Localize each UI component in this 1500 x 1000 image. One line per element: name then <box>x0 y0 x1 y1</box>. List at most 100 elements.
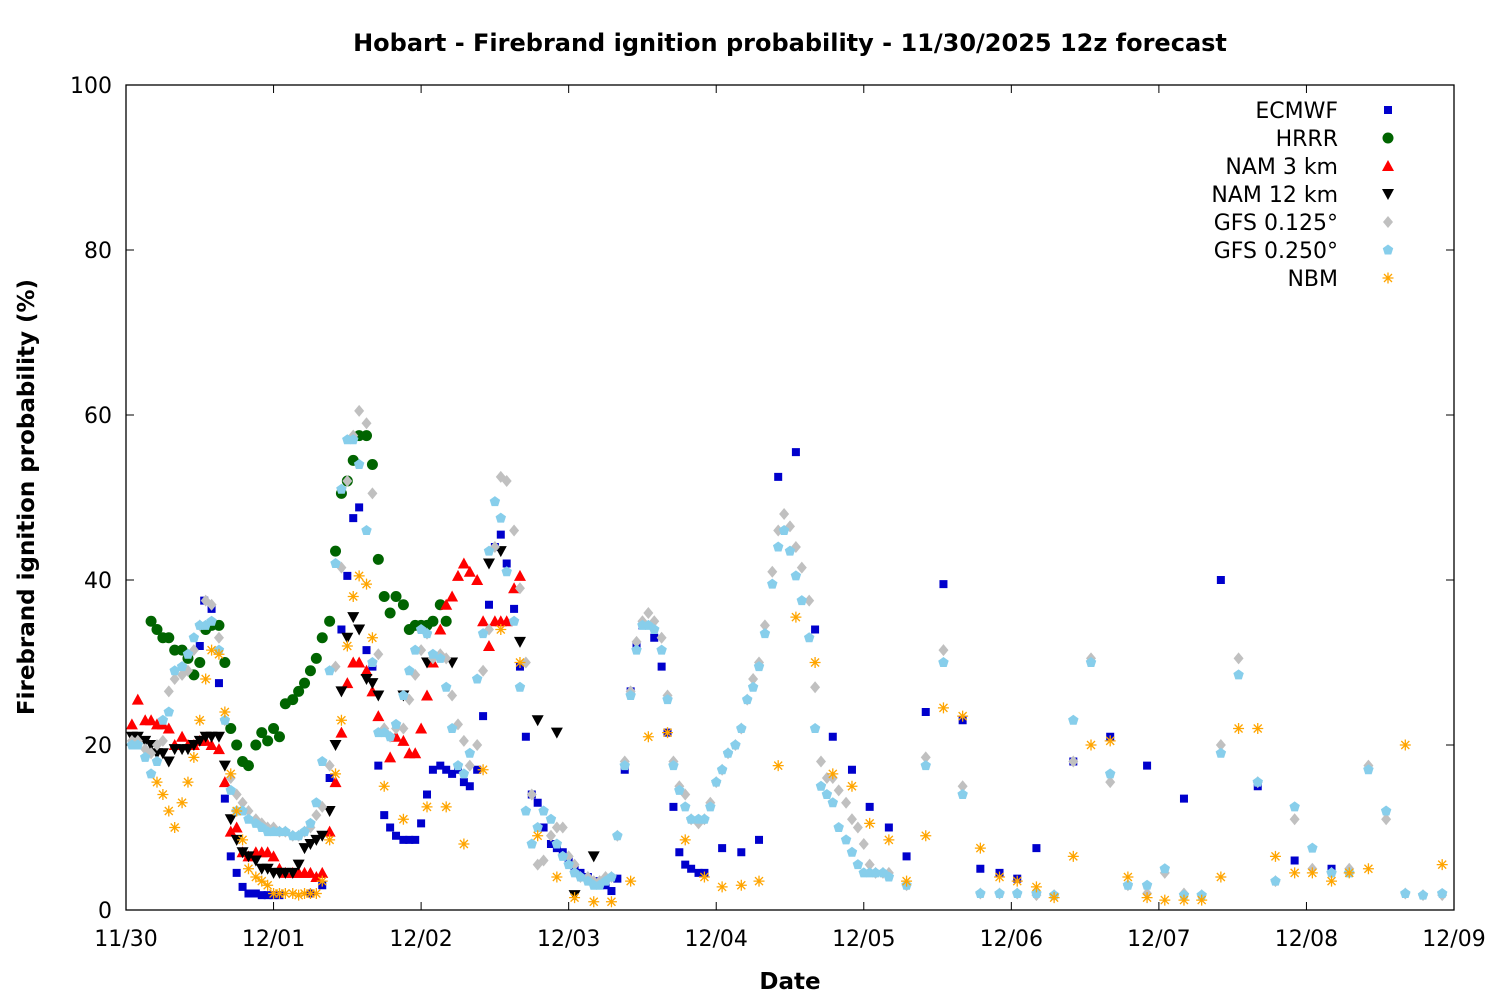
point-nam-12-km <box>292 859 305 871</box>
point-gfs-0-125 <box>472 739 483 751</box>
point-gfs-0-250 <box>957 789 968 799</box>
point-gfs-0-250 <box>324 665 335 676</box>
point-gfs-0-250 <box>1122 879 1134 890</box>
point-gfs-0-125 <box>354 404 365 417</box>
point-gfs-0-250 <box>404 665 415 676</box>
point-ecmwf <box>521 732 530 741</box>
point-nam-3-km <box>500 615 513 627</box>
point-gfs-0-250 <box>975 888 986 898</box>
point-gfs-0-250 <box>994 888 1005 898</box>
x-tick-label: 12/07 <box>1127 927 1190 952</box>
point-gfs-0-125 <box>324 759 335 772</box>
point-nam-3-km <box>323 825 336 837</box>
legend-marker-nbm <box>1382 272 1394 284</box>
legend-marker-nam-3-km <box>1382 160 1394 171</box>
point-nam-12-km <box>316 830 329 842</box>
point-gfs-0-250 <box>514 681 526 692</box>
point-nbm <box>1030 881 1042 893</box>
point-ecmwf <box>263 891 272 900</box>
point-hrrr <box>310 652 322 664</box>
point-gfs-0-250 <box>625 690 636 700</box>
point-ecmwf <box>607 887 616 896</box>
point-ecmwf <box>325 774 334 782</box>
point-nbm <box>1067 850 1079 862</box>
point-nam-12-km <box>224 814 237 826</box>
point-gfs-0-250 <box>182 648 194 659</box>
point-gfs-0-125 <box>206 598 217 611</box>
point-nbm <box>662 727 674 739</box>
point-gfs-0-250 <box>353 459 365 469</box>
point-nam-12-km <box>310 834 323 846</box>
point-hrrr <box>213 619 225 631</box>
point-nam-3-km <box>360 664 373 676</box>
point-nam-3-km <box>145 714 158 726</box>
point-nbm <box>679 834 691 846</box>
point-gfs-0-125 <box>157 734 168 747</box>
point-nam-3-km <box>230 821 243 833</box>
point-gfs-0-250 <box>784 545 796 556</box>
point-nbm <box>310 888 322 899</box>
point-gfs-0-250 <box>243 813 254 824</box>
point-nam-3-km <box>384 751 397 763</box>
point-nam-12-km <box>304 839 317 850</box>
point-gfs-0-125 <box>464 759 475 772</box>
point-ecmwf <box>459 778 468 787</box>
point-ecmwf <box>687 864 696 873</box>
point-gfs-0-125 <box>796 561 807 574</box>
point-gfs-0-250 <box>612 830 623 841</box>
point-nbm <box>1326 875 1338 887</box>
point-gfs-0-125 <box>759 619 770 632</box>
point-gfs-0-250 <box>1104 768 1116 779</box>
point-gfs-0-250 <box>1012 888 1023 898</box>
point-gfs-0-125 <box>1068 755 1079 768</box>
point-ecmwf <box>423 790 432 799</box>
point-hrrr <box>225 723 237 734</box>
point-gfs-0-250 <box>741 694 753 705</box>
point-gfs-0-250 <box>557 850 568 861</box>
point-ecmwf <box>251 889 260 898</box>
point-nam-12-km <box>366 678 379 690</box>
point-gfs-0-125 <box>237 796 248 809</box>
point-ecmwf <box>343 571 352 580</box>
point-ecmwf <box>669 802 678 811</box>
point-gfs-0-125 <box>169 673 180 685</box>
point-hrrr <box>366 459 378 470</box>
point-gfs-0-125 <box>957 780 968 793</box>
point-ecmwf <box>681 860 690 869</box>
point-gfs-0-250 <box>348 434 359 445</box>
point-ecmwf <box>718 844 727 853</box>
point-nbm <box>1362 863 1374 875</box>
point-nbm <box>366 632 378 644</box>
point-nam-3-km <box>471 574 484 585</box>
point-nbm <box>397 813 409 825</box>
point-gfs-0-250 <box>1326 867 1337 878</box>
point-nbm <box>176 797 188 809</box>
point-gfs-0-250 <box>495 512 507 523</box>
point-ecmwf <box>694 868 703 877</box>
y-tick-label: 100 <box>70 74 112 99</box>
point-hrrr <box>384 607 396 619</box>
point-nbm <box>1233 723 1245 734</box>
point-nam-12-km <box>286 867 299 879</box>
point-ecmwf <box>1143 761 1152 770</box>
x-tick-label: 12/05 <box>832 927 895 952</box>
point-gfs-0-250 <box>846 846 858 857</box>
point-gfs-0-125 <box>1381 813 1392 826</box>
point-nam-3-km <box>224 825 237 837</box>
point-nam-3-km <box>409 747 422 759</box>
point-nbm <box>378 780 390 792</box>
point-nbm <box>219 706 231 718</box>
point-gfs-0-250 <box>336 483 347 494</box>
point-gfs-0-125 <box>213 631 224 644</box>
point-nam-3-km <box>440 598 453 610</box>
point-ecmwf <box>355 503 364 512</box>
point-ecmwf <box>428 765 437 774</box>
point-gfs-0-125 <box>920 751 931 764</box>
point-gfs-0-250 <box>809 723 821 733</box>
point-gfs-0-125 <box>514 582 525 595</box>
point-gfs-0-125 <box>804 594 815 607</box>
point-nbm <box>642 731 654 743</box>
point-gfs-0-250 <box>710 776 722 787</box>
point-nam-3-km <box>218 776 231 788</box>
point-nam-12-km <box>236 847 249 859</box>
